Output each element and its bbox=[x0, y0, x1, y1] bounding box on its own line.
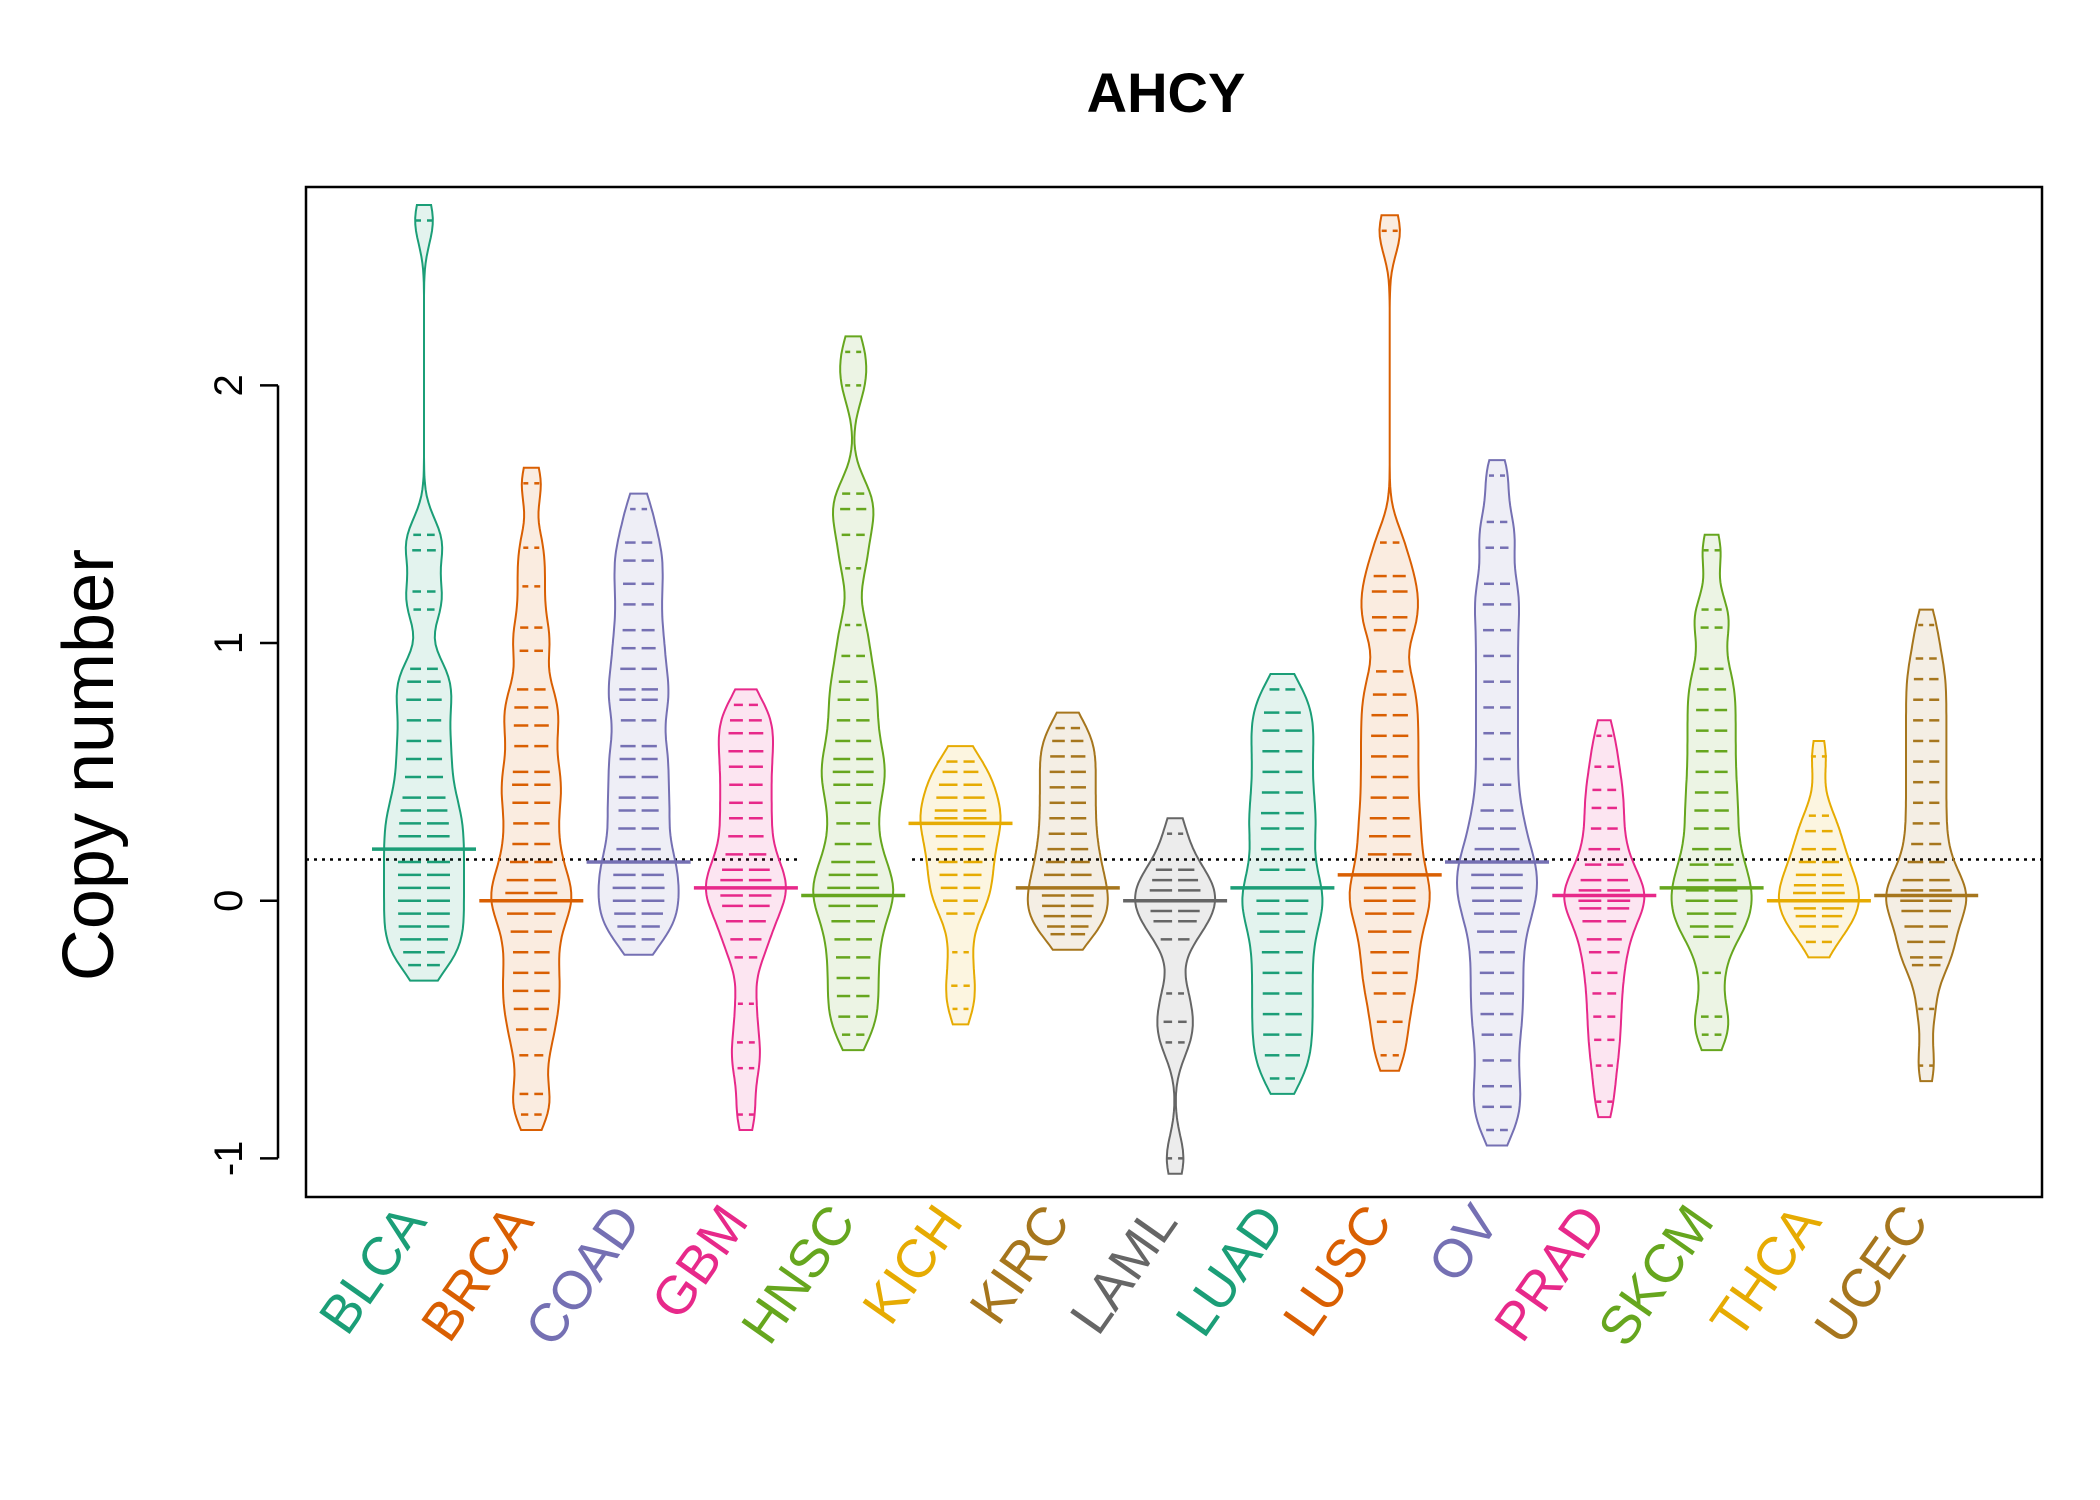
bean-density-outline bbox=[1134, 817, 1217, 1175]
category-label-hnsc: HNSC bbox=[730, 1194, 867, 1354]
bean-lusc bbox=[1337, 214, 1442, 1072]
bean-thca bbox=[1766, 740, 1871, 959]
category-label-lusc: LUSC bbox=[1272, 1194, 1404, 1346]
bean-density-outline bbox=[1455, 459, 1539, 1147]
bean-hnsc bbox=[801, 335, 906, 1052]
bean-laml bbox=[1123, 817, 1228, 1175]
bean-ucec bbox=[1874, 608, 1979, 1083]
bean-brca bbox=[479, 466, 584, 1131]
bean-density-outline bbox=[812, 335, 895, 1052]
beans-layer bbox=[372, 204, 1979, 1175]
bean-density-outline bbox=[1563, 719, 1646, 1119]
bean-density-outline bbox=[597, 492, 680, 956]
bean-gbm bbox=[693, 688, 798, 1131]
category-label-skcm: SKCM bbox=[1587, 1194, 1726, 1356]
bean-density-outline bbox=[919, 745, 1002, 1026]
y-axis: -1 0 1 2 bbox=[207, 374, 280, 1177]
bean-density-outline bbox=[1885, 608, 1968, 1083]
bean-density-outline bbox=[1777, 740, 1860, 959]
bean-ov bbox=[1445, 459, 1549, 1147]
chart-title: AHCY bbox=[1087, 61, 1246, 124]
bean-luad bbox=[1230, 673, 1335, 1095]
bean-blca bbox=[372, 204, 476, 982]
category-label-ucec: UCEC bbox=[1803, 1194, 1940, 1354]
bean-density-outline bbox=[1670, 533, 1753, 1052]
bean-density-outline bbox=[704, 688, 787, 1131]
category-label-coad: COAD bbox=[514, 1194, 653, 1356]
y-axis-label: Copy number bbox=[49, 549, 129, 981]
plot-frame bbox=[304, 185, 2044, 1199]
bean-skcm bbox=[1659, 533, 1764, 1052]
bean-density-outline bbox=[1241, 673, 1324, 1095]
category-label-luad: LUAD bbox=[1164, 1194, 1296, 1346]
bean-kich bbox=[908, 745, 1013, 1026]
bean-density-outline bbox=[1026, 711, 1109, 951]
category-label-kich: KICH bbox=[851, 1194, 974, 1334]
category-label-laml: LAML bbox=[1059, 1194, 1189, 1344]
y-tick-label: 0 bbox=[207, 890, 251, 912]
bean-density-outline bbox=[383, 204, 465, 982]
bean-density-outline bbox=[490, 466, 573, 1131]
y-tick-label: 1 bbox=[207, 632, 251, 654]
category-label-ov: OV bbox=[1417, 1194, 1511, 1292]
bean-coad bbox=[586, 492, 691, 956]
y-tick-label: -1 bbox=[207, 1141, 251, 1177]
bean-kirc bbox=[1015, 711, 1120, 951]
bean-prad bbox=[1552, 719, 1657, 1119]
y-tick-label: 2 bbox=[207, 374, 251, 396]
bean-density-outline bbox=[1348, 214, 1431, 1072]
